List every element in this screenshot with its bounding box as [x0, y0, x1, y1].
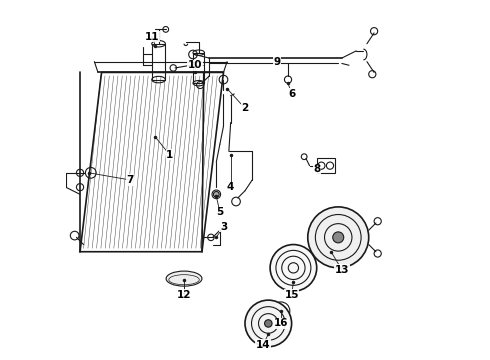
Text: 7: 7	[126, 175, 134, 185]
Text: 1: 1	[166, 150, 173, 160]
Text: 9: 9	[274, 57, 281, 67]
Text: 12: 12	[177, 290, 191, 300]
Circle shape	[308, 207, 368, 268]
Text: 16: 16	[273, 319, 288, 328]
Circle shape	[333, 232, 343, 243]
Text: 13: 13	[335, 265, 349, 275]
Text: 2: 2	[242, 103, 248, 113]
Text: 8: 8	[313, 164, 320, 174]
Text: 6: 6	[288, 89, 295, 99]
Text: 11: 11	[145, 32, 159, 41]
Text: 10: 10	[188, 60, 202, 70]
Ellipse shape	[166, 271, 202, 286]
Text: 14: 14	[256, 340, 270, 350]
Text: 5: 5	[216, 207, 223, 217]
Text: 15: 15	[284, 290, 299, 300]
Circle shape	[245, 300, 292, 347]
Circle shape	[270, 244, 317, 291]
Circle shape	[214, 192, 219, 197]
Circle shape	[265, 320, 272, 327]
Text: 4: 4	[227, 182, 234, 192]
Text: 3: 3	[220, 222, 227, 231]
